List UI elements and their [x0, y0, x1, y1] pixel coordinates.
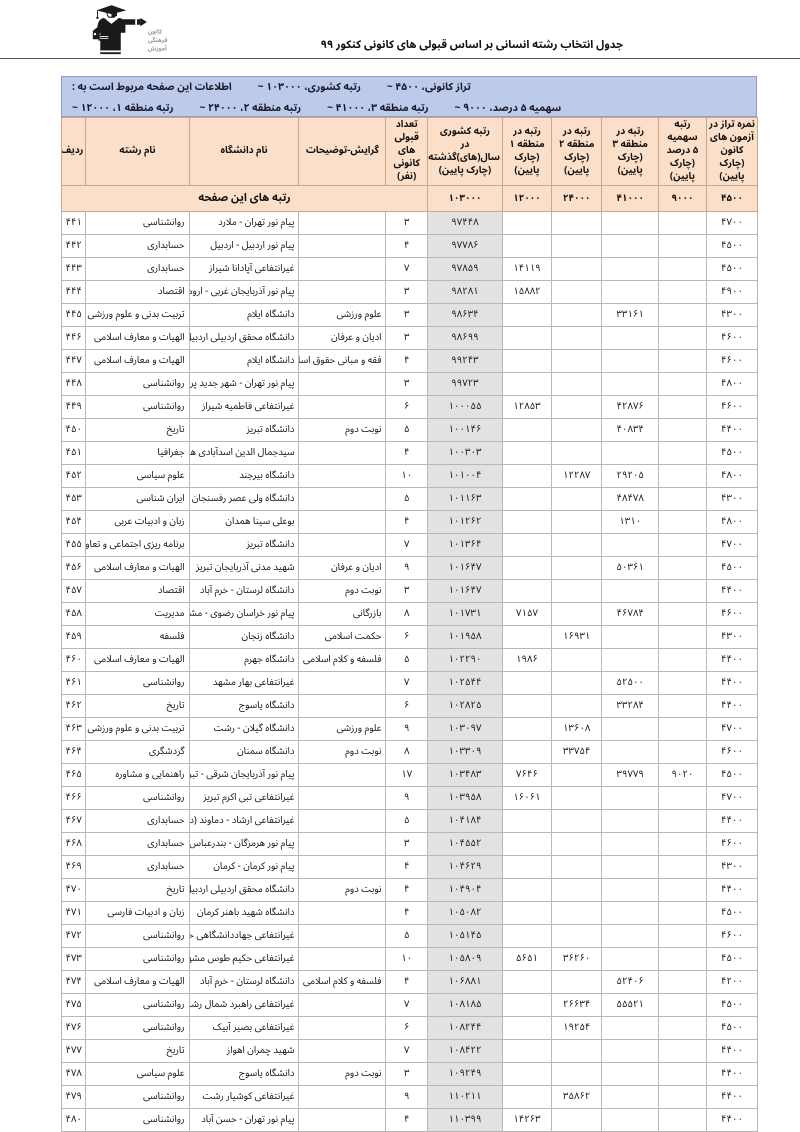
svg-text:آموزش: آموزش	[148, 43, 168, 55]
